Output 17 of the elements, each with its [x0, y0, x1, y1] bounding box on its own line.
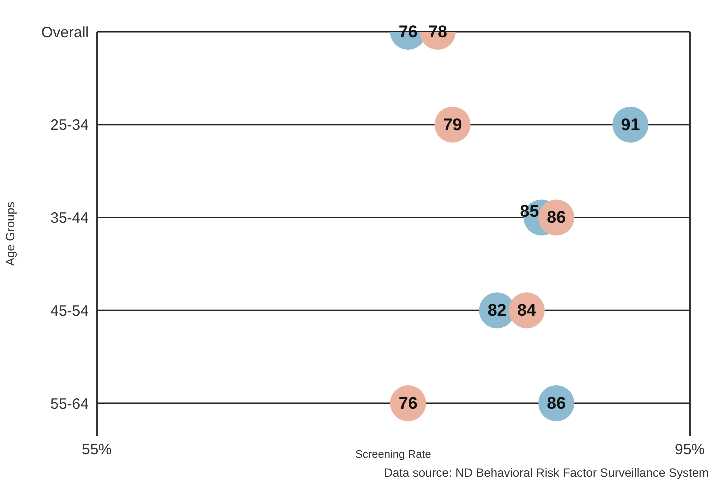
source-note: Data source: ND Behavioral Risk Factor Surveillance System	[384, 466, 709, 480]
data-label: 76	[398, 394, 418, 413]
y-tick-label: 35-44	[50, 210, 89, 228]
data-label: 91	[621, 115, 640, 134]
data-label: 79	[443, 115, 462, 134]
data-label: 84	[517, 301, 537, 320]
y-tick-label: 25-34	[50, 117, 89, 134]
y-axis-title: Age Groups	[3, 202, 18, 266]
data-label: 86	[547, 394, 566, 413]
x-tick-label: 55%	[82, 442, 112, 459]
data-label: 86	[547, 208, 566, 228]
y-tick-label: Overall	[41, 24, 89, 42]
x-axis-title: Screening Rate	[356, 449, 432, 461]
data-label: 82	[488, 301, 507, 320]
x-tick-label: 95%	[674, 442, 706, 459]
y-tick-label: 45-54	[50, 302, 89, 320]
y-tick-label: 55-64	[50, 396, 89, 413]
